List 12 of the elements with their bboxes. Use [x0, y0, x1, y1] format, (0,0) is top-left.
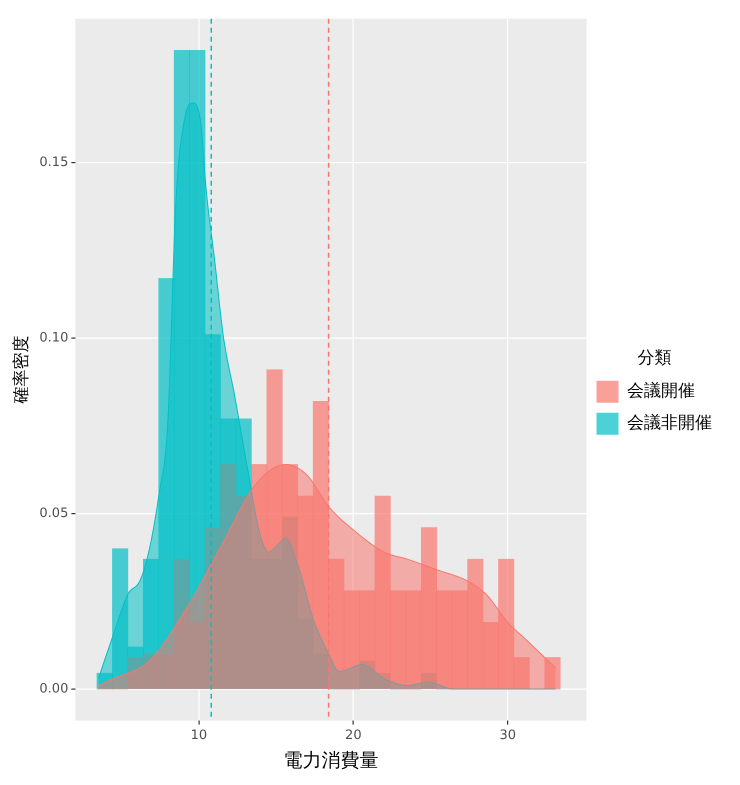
legend-label: 会議非開催: [627, 413, 712, 434]
x-tick-label: 30: [499, 728, 516, 743]
y-tick-label: 0.00: [39, 681, 68, 696]
y-tick-label: 0.10: [39, 330, 68, 346]
y-tick-label: 0.15: [39, 155, 68, 170]
x-tick-label: 20: [345, 728, 362, 743]
legend-label: 会議開催: [627, 381, 695, 402]
legend-title: 分類: [637, 348, 672, 368]
x-tick-label: 10: [190, 728, 208, 743]
x-axis-title: 電力消費量: [283, 750, 378, 772]
y-tick-label: 0.05: [39, 506, 68, 521]
y-axis-title: 確率密度: [12, 336, 32, 405]
